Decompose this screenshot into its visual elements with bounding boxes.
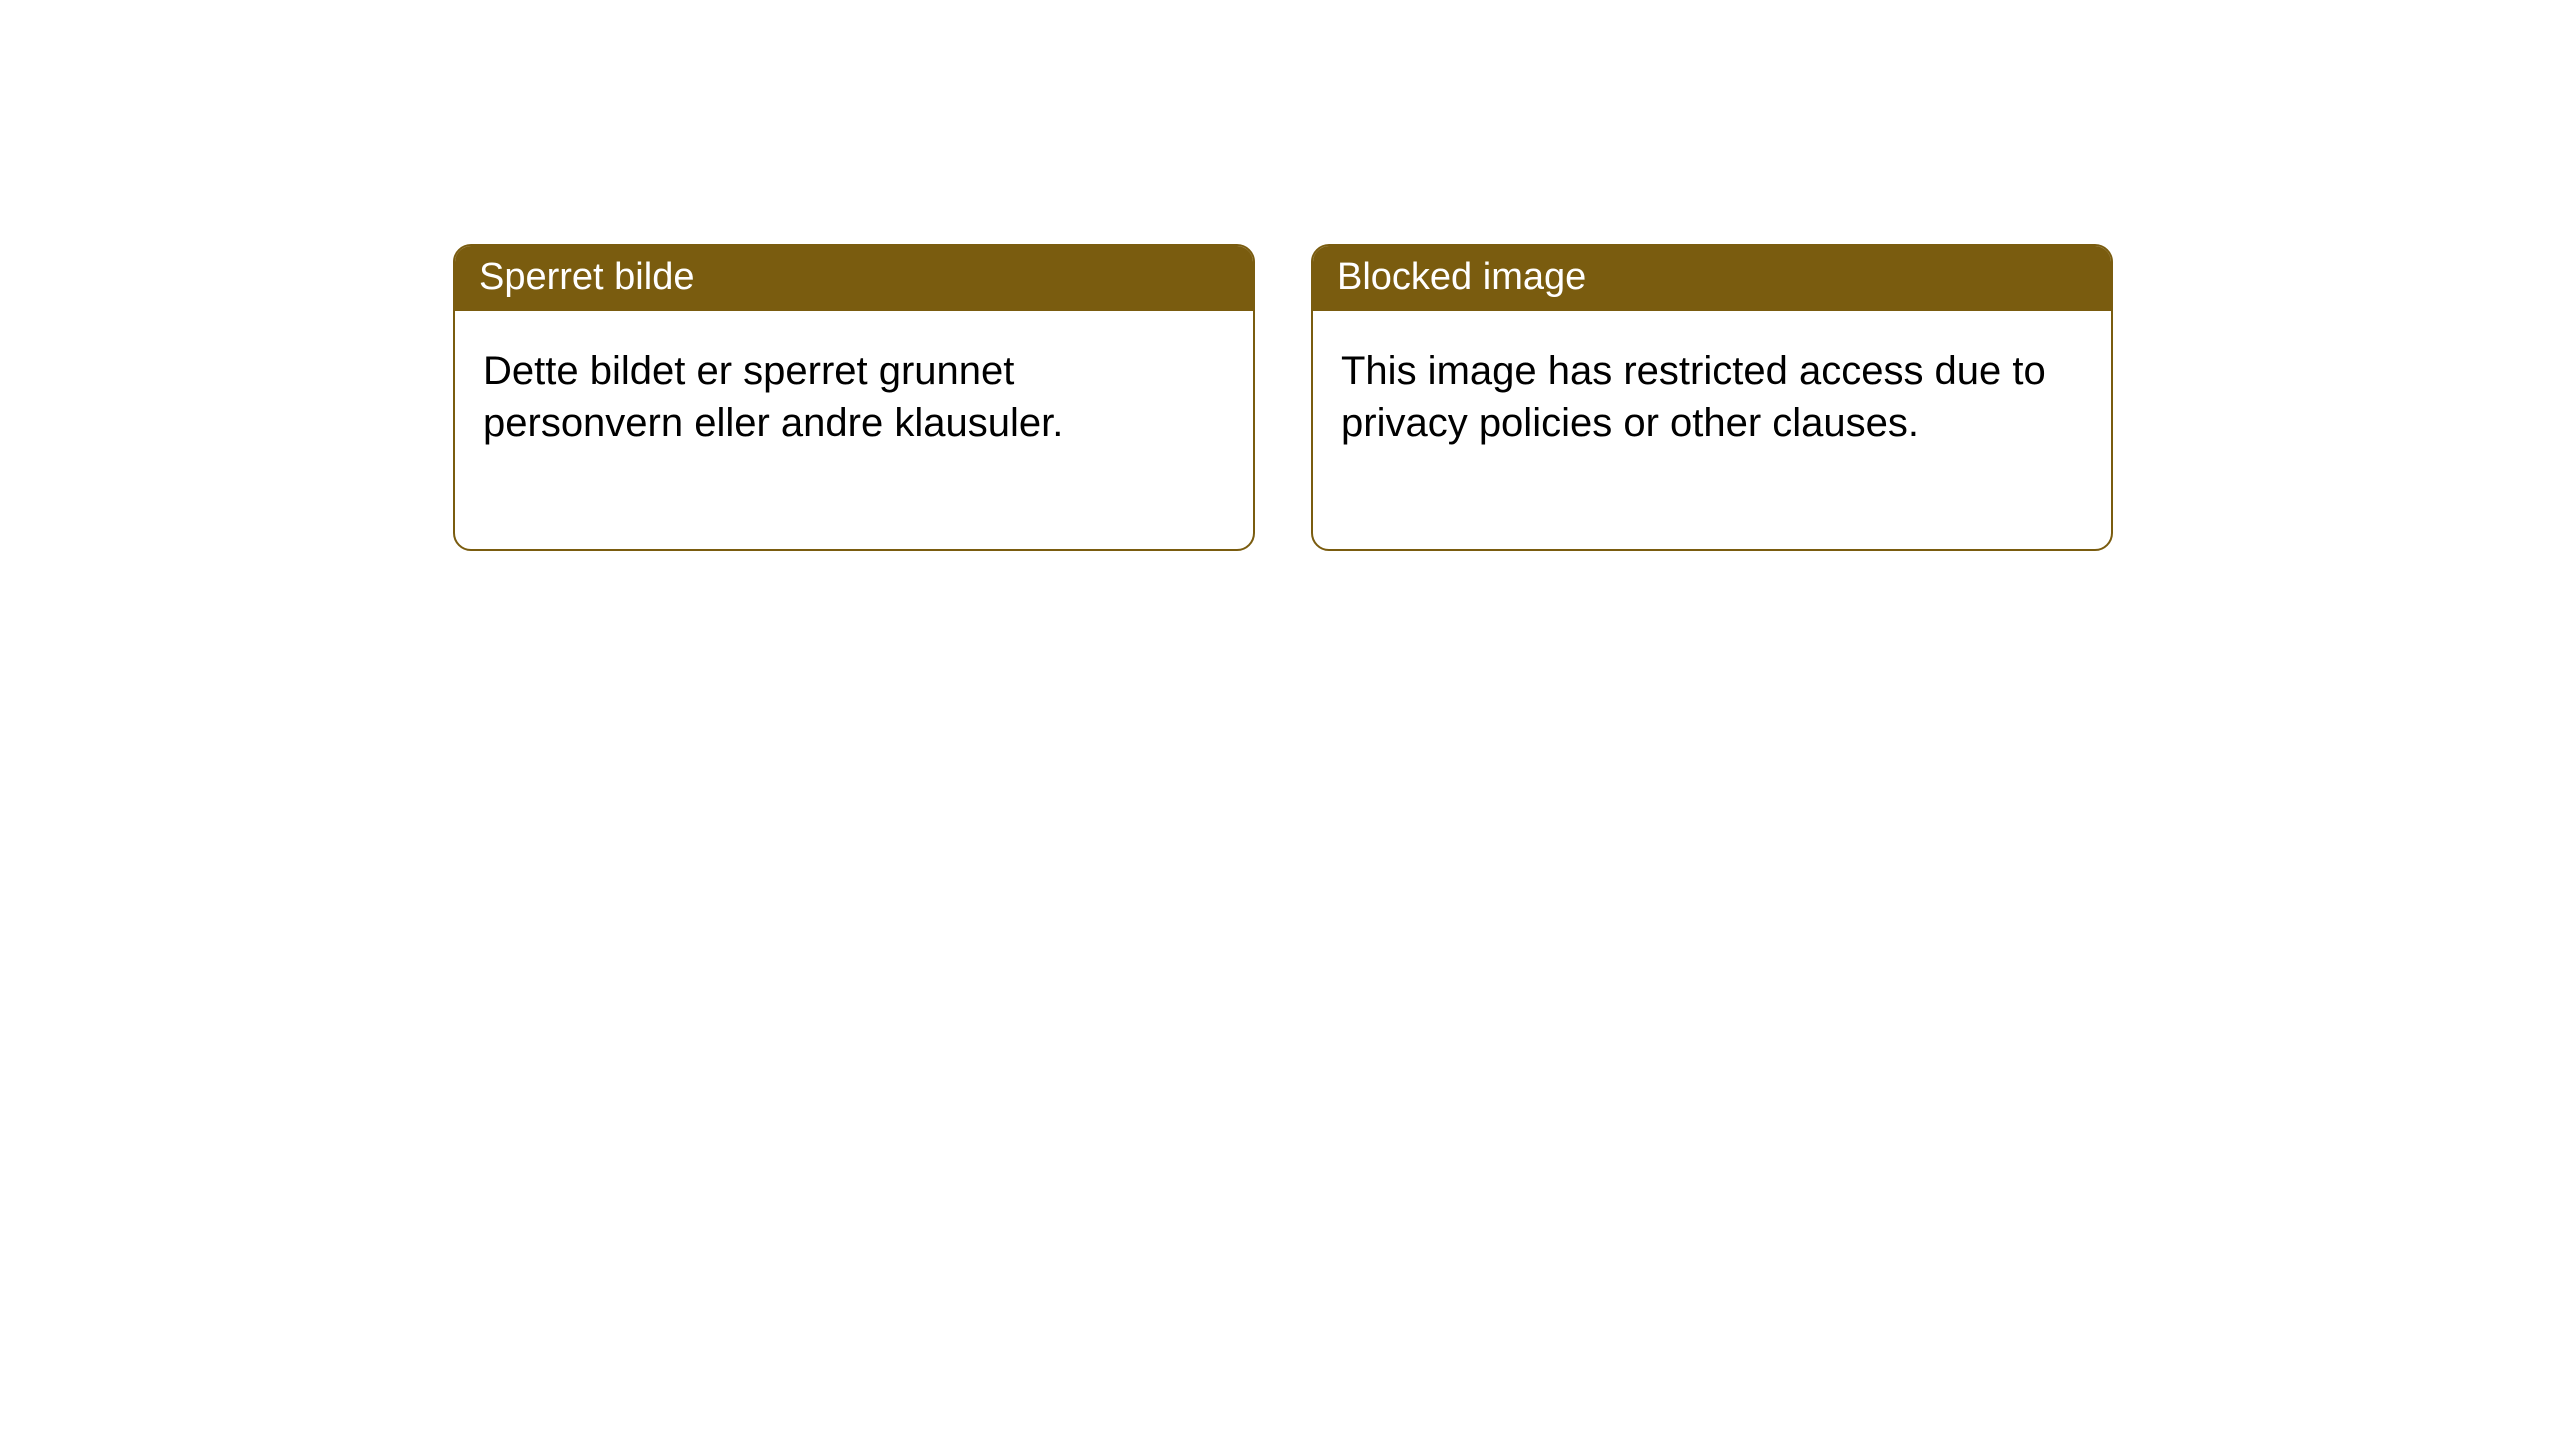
notice-card-title: Sperret bilde <box>479 256 694 298</box>
notice-card-header: Sperret bilde <box>455 246 1253 311</box>
notice-card-text: Dette bildet er sperret grunnet personve… <box>483 349 1063 445</box>
notice-card-text: This image has restricted access due to … <box>1341 349 2046 445</box>
notice-container: Sperret bilde Dette bildet er sperret gr… <box>453 244 2113 551</box>
notice-card-body: This image has restricted access due to … <box>1313 311 2111 549</box>
notice-card-norwegian: Sperret bilde Dette bildet er sperret gr… <box>453 244 1255 551</box>
notice-card-english: Blocked image This image has restricted … <box>1311 244 2113 551</box>
notice-card-title: Blocked image <box>1337 256 1586 298</box>
notice-card-header: Blocked image <box>1313 246 2111 311</box>
notice-card-body: Dette bildet er sperret grunnet personve… <box>455 311 1253 549</box>
